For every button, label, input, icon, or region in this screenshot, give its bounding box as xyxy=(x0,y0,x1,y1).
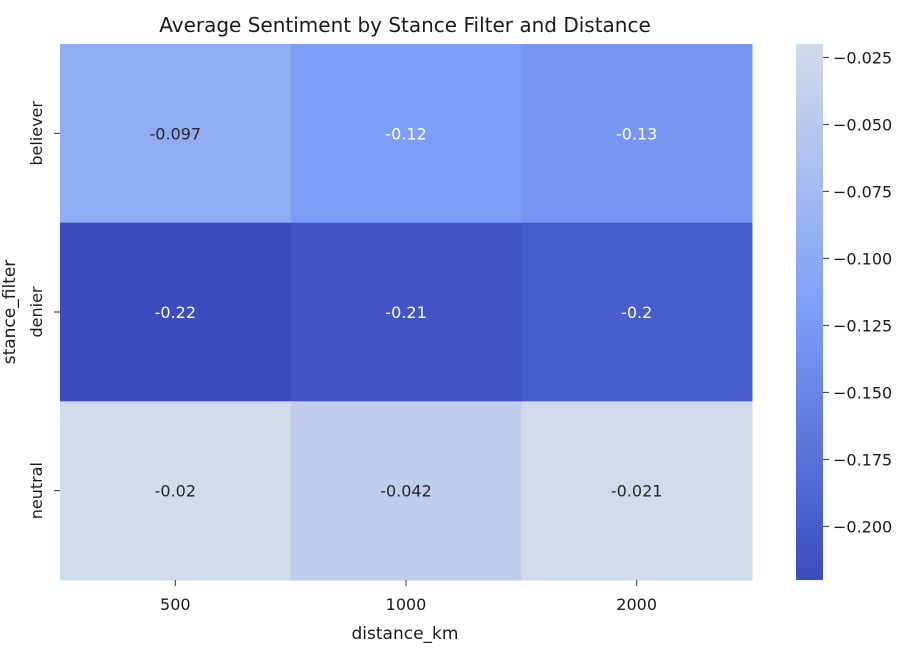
cell-value-label: -0.21 xyxy=(385,303,426,322)
x-axis-label: distance_km xyxy=(352,624,459,644)
colorbar-tick-label: −0.150 xyxy=(833,383,892,402)
heatmap-cell xyxy=(60,222,292,402)
cell-value-label: -0.22 xyxy=(155,303,196,322)
cell-value-label: -0.13 xyxy=(616,124,657,143)
cell-value-label: -0.02 xyxy=(155,482,196,501)
heatmap-cells xyxy=(60,44,753,581)
heatmap-cell xyxy=(521,401,753,581)
heatmap-cell xyxy=(521,44,753,224)
heatmap-cell xyxy=(290,401,522,581)
y-tick-label: neutral xyxy=(27,462,46,519)
x-tick-label: 1000 xyxy=(386,595,427,614)
colorbar-tick-label: −0.175 xyxy=(833,450,892,469)
y-axis-label: stance_filter xyxy=(0,260,20,365)
heatmap-cell xyxy=(60,44,292,224)
cell-value-label: -0.12 xyxy=(385,124,426,143)
colorbar: −0.025 −0.050 −0.075 −0.100 −0.125 −0.150 −0.1… xyxy=(796,44,892,580)
heatmap-cell xyxy=(521,222,753,402)
colorbar-tick-label: −0.075 xyxy=(833,182,892,201)
cell-value-label: -0.042 xyxy=(380,482,432,501)
y-tick-label: believer xyxy=(27,101,46,166)
heatmap-cell xyxy=(290,222,522,402)
colorbar-gradient xyxy=(796,44,823,580)
colorbar-tick-label: −0.050 xyxy=(833,115,892,134)
x-tick-label: 2000 xyxy=(616,595,657,614)
y-tick-label: denier xyxy=(27,286,46,337)
cell-value-label: -0.097 xyxy=(150,124,202,143)
colorbar-tick-label: −0.125 xyxy=(833,316,892,335)
cell-value-label: -0.021 xyxy=(611,482,663,501)
colorbar-tick-label: −0.200 xyxy=(833,517,892,536)
cell-value-label: -0.2 xyxy=(621,303,652,322)
colorbar-tick-label: −0.100 xyxy=(833,249,892,268)
x-axis: 500 1000 2000 xyxy=(160,580,657,614)
chart-title: Average Sentiment by Stance Filter and D… xyxy=(159,13,651,37)
cell-labels: -0.097 -0.12 -0.13 -0.22 -0.21 -0.2 -0.02 -0.04… xyxy=(150,124,663,500)
heatmap-cell xyxy=(60,401,292,581)
heatmap-cell xyxy=(290,44,522,224)
y-axis: believer denier neutral xyxy=(27,101,60,519)
x-tick-label: 500 xyxy=(160,595,191,614)
colorbar-tick-label: −0.025 xyxy=(833,48,892,67)
